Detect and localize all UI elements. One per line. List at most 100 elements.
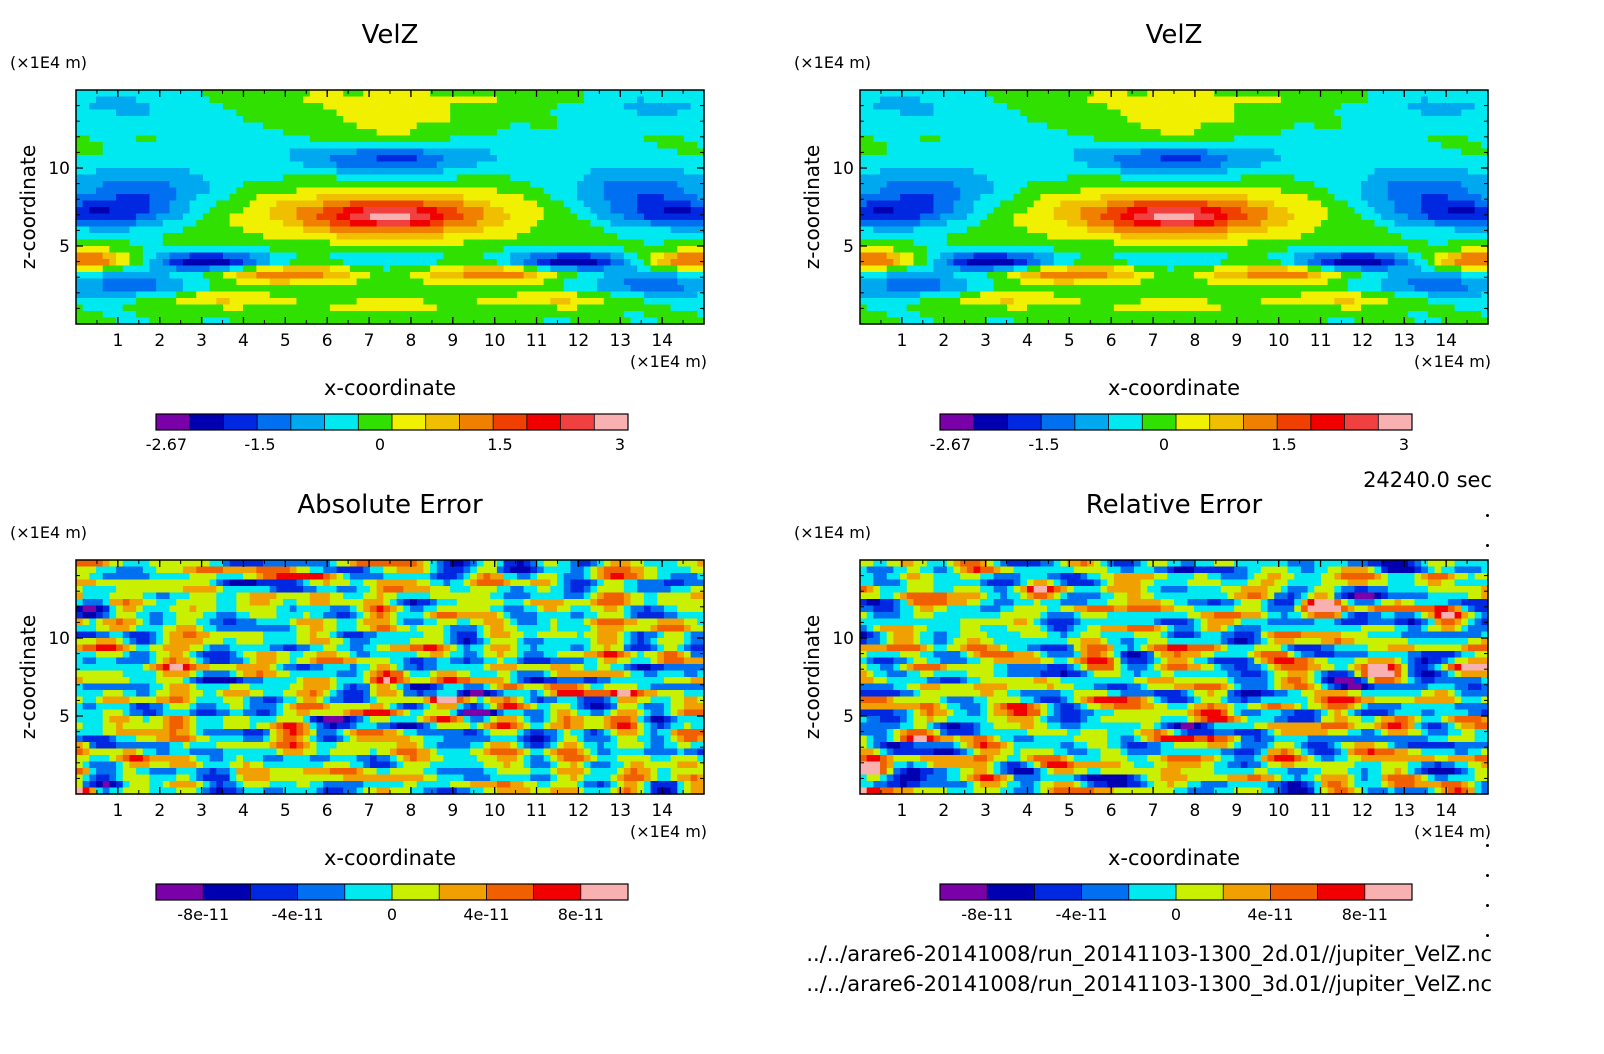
heatmap-cell <box>926 187 935 195</box>
heatmap-cell <box>986 148 995 156</box>
heatmap-cell <box>403 298 411 306</box>
heatmap-cell <box>1060 116 1068 124</box>
heatmap-cell <box>96 246 104 254</box>
heatmap-cell <box>1341 116 1349 124</box>
heatmap-cell <box>1461 122 1469 130</box>
heatmap-cell <box>162 272 171 280</box>
heatmap-cell <box>643 226 652 234</box>
heatmap-cell <box>289 213 298 221</box>
heatmap-cell <box>1006 122 1015 130</box>
heatmap-cell <box>523 181 531 189</box>
heatmap-cell <box>436 252 445 260</box>
heatmap-cell <box>690 187 698 195</box>
heatmap-cell <box>450 278 458 286</box>
heatmap-cell <box>610 220 618 228</box>
heatmap-cell <box>209 285 217 293</box>
heatmap-cell <box>697 122 705 130</box>
heatmap-cell <box>162 304 171 312</box>
heatmap-cell <box>396 233 404 241</box>
heatmap-cell <box>590 161 598 169</box>
heatmap-cell <box>169 265 177 273</box>
heatmap-cell <box>96 278 104 286</box>
heatmap-cell <box>1300 161 1309 169</box>
heatmap-cell <box>329 129 338 137</box>
heatmap-cell <box>243 103 251 111</box>
heatmap-cell <box>329 272 338 280</box>
heatmap-cell <box>510 304 518 312</box>
heatmap-cell <box>1374 122 1382 130</box>
heatmap-cell <box>89 135 97 143</box>
heatmap-cell <box>129 259 137 267</box>
heatmap-cell <box>1093 103 1102 111</box>
heatmap-cell <box>1214 116 1222 124</box>
heatmap-cell <box>557 304 565 312</box>
heatmap-cell <box>1467 181 1476 189</box>
heatmap-cell <box>189 122 197 130</box>
heatmap-cell <box>663 200 672 208</box>
heatmap-cell <box>543 278 551 286</box>
heatmap-cell <box>236 194 244 202</box>
heatmap-cell <box>209 116 217 124</box>
heatmap-cell <box>329 200 338 208</box>
heatmap-cell <box>89 239 97 247</box>
heatmap-cell <box>643 148 652 156</box>
heatmap-cell <box>390 226 398 234</box>
heatmap-cell <box>510 213 518 221</box>
heatmap-cell <box>416 291 424 299</box>
heatmap-cell <box>89 311 97 319</box>
heatmap-cell <box>169 181 177 189</box>
heatmap-cell <box>76 213 84 221</box>
heatmap-cell <box>597 278 605 286</box>
x-tick-label: 10 <box>484 331 506 351</box>
heatmap-cell <box>476 96 485 104</box>
heatmap-cell <box>76 187 84 195</box>
heatmap-cell <box>196 129 204 137</box>
heatmap-cell <box>1167 142 1175 150</box>
heatmap-cell <box>1434 103 1442 111</box>
heatmap-cell <box>986 129 995 137</box>
heatmap-cell <box>657 122 665 130</box>
heatmap-cell <box>1387 129 1396 137</box>
heatmap-cell <box>356 233 364 241</box>
heatmap-cell <box>1341 174 1349 182</box>
heatmap-cell <box>483 239 491 247</box>
heatmap-cell <box>1167 168 1175 176</box>
heatmap-cell <box>1087 174 1095 182</box>
heatmap-cell <box>550 317 558 325</box>
heatmap-cell <box>550 265 558 273</box>
heatmap-cell <box>523 148 531 156</box>
heatmap-cell <box>249 259 257 267</box>
heatmap-cell <box>637 174 645 182</box>
heatmap-cell <box>283 226 291 234</box>
heatmap-cell <box>243 285 251 293</box>
heatmap-cell <box>1254 103 1262 111</box>
heatmap-cell <box>563 174 571 182</box>
heatmap-cell <box>1300 116 1309 124</box>
heatmap-cell <box>1073 116 1082 124</box>
heatmap-cell <box>543 90 551 98</box>
heatmap-cell <box>483 317 491 325</box>
heatmap-cell <box>926 96 935 104</box>
heatmap-cell <box>122 129 131 137</box>
heatmap-cell <box>236 155 244 163</box>
heatmap-cell <box>336 272 344 280</box>
heatmap-cell <box>243 226 251 234</box>
heatmap-cell <box>483 200 491 208</box>
heatmap-cell <box>1334 96 1342 104</box>
heatmap-cell <box>577 239 585 247</box>
heatmap-cell <box>229 317 237 325</box>
heatmap-cell <box>550 259 558 267</box>
heatmap-cell <box>1240 161 1249 169</box>
heatmap-cell <box>296 155 304 163</box>
heatmap-cell <box>1080 155 1088 163</box>
heatmap-cell <box>577 116 585 124</box>
heatmap-cell <box>973 96 981 104</box>
heatmap-cell <box>557 291 565 299</box>
heatmap-cell <box>1200 135 1208 143</box>
heatmap-cell <box>356 298 364 306</box>
colorbar-swatch <box>493 414 528 430</box>
heatmap-cell <box>122 181 131 189</box>
heatmap-cell <box>617 142 625 150</box>
heatmap-cell <box>637 116 645 124</box>
heatmap-cell <box>1087 116 1095 124</box>
